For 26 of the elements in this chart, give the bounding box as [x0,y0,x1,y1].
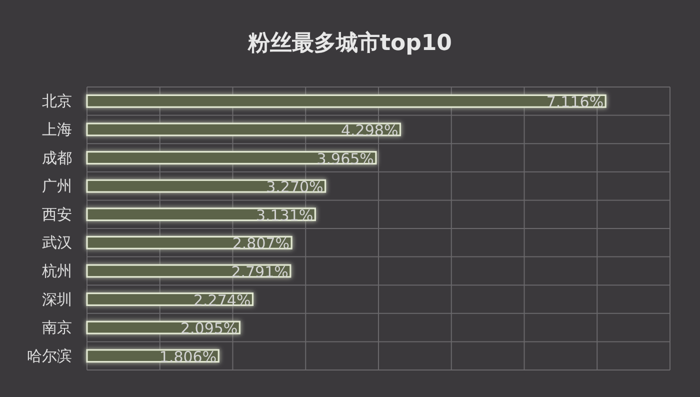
data-label: 3.965% [316,150,374,168]
data-label: 7.116% [546,93,604,112]
y-tick-label: 广州 [42,177,72,196]
bar [86,208,316,222]
data-label: 4.298% [341,121,398,140]
y-tick-label: 哈尔滨 [27,346,72,365]
y-tick-label: 杭州 [41,262,72,280]
y-tick-label: 上海 [42,120,72,138]
bar [86,236,292,250]
data-label: 2.807% [232,234,290,253]
data-label: 2.791% [231,262,288,281]
bar [86,151,377,164]
y-tick-label: 西安 [42,205,72,224]
bar [86,122,402,136]
y-tick-label: 北京 [42,92,72,110]
bar [86,94,606,108]
chart-title: 粉丝最多城市top10 [247,30,452,56]
bar [86,264,292,278]
data-label: 2.274% [194,291,251,310]
y-tick-label: 深圳 [42,290,72,308]
data-label: 3.131% [256,206,314,224]
bar [86,292,254,306]
y-tick-label: 南京 [42,318,72,337]
y-tick-label: 武汉 [42,234,72,252]
data-label: 1.806% [159,348,217,366]
y-tick-label: 成都 [42,148,72,167]
